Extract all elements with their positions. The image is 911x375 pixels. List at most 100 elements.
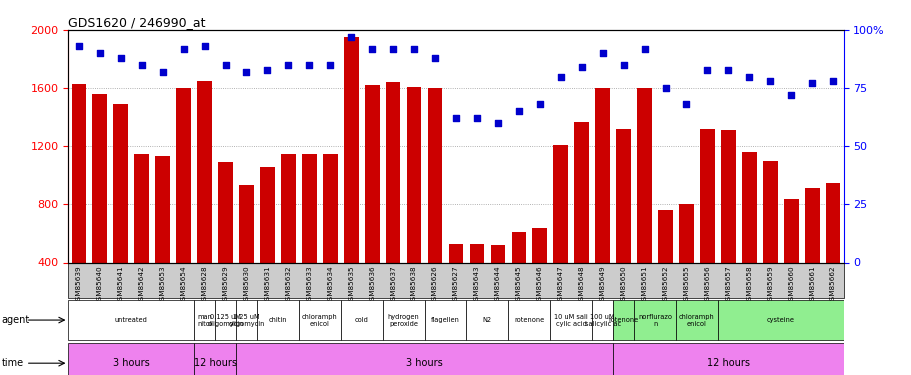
FancyBboxPatch shape — [675, 300, 717, 340]
Bar — [197, 81, 211, 321]
Point — [783, 92, 798, 98]
Bar — [616, 129, 630, 321]
Bar — [637, 88, 651, 321]
Point — [742, 74, 756, 80]
Text: untreated: untreated — [115, 317, 148, 323]
Point — [595, 50, 609, 56]
Bar — [742, 152, 756, 321]
Point — [134, 62, 148, 68]
Text: GDS1620 / 246990_at: GDS1620 / 246990_at — [68, 16, 206, 29]
Bar — [511, 232, 526, 321]
Point — [364, 46, 379, 52]
FancyBboxPatch shape — [612, 300, 633, 340]
Text: man
nitol: man nitol — [197, 314, 211, 327]
Text: 100 uM
salicylic ac: 100 uM salicylic ac — [584, 314, 620, 327]
Point — [825, 78, 840, 84]
Bar — [134, 153, 148, 321]
Point — [804, 81, 819, 87]
FancyBboxPatch shape — [633, 300, 675, 340]
Bar — [700, 129, 714, 321]
FancyBboxPatch shape — [612, 343, 843, 375]
Point — [532, 101, 547, 107]
Bar — [448, 244, 463, 321]
Point — [469, 116, 484, 122]
Bar — [343, 37, 358, 321]
Point — [71, 43, 86, 49]
Bar — [113, 104, 128, 321]
FancyBboxPatch shape — [507, 300, 549, 340]
Text: hydrogen
peroxide: hydrogen peroxide — [387, 314, 419, 327]
Point — [343, 34, 358, 40]
FancyBboxPatch shape — [591, 300, 612, 340]
Bar — [71, 84, 87, 321]
Bar — [679, 204, 693, 321]
FancyBboxPatch shape — [194, 300, 215, 340]
Text: rotenone: rotenone — [608, 317, 638, 323]
Bar — [218, 162, 232, 321]
Bar — [260, 166, 274, 321]
Text: cold: cold — [354, 317, 368, 323]
Point — [218, 62, 232, 68]
FancyBboxPatch shape — [236, 343, 612, 375]
Point — [176, 46, 190, 52]
Bar — [92, 94, 107, 321]
Bar — [155, 156, 169, 321]
Bar — [595, 88, 609, 321]
FancyBboxPatch shape — [68, 300, 194, 340]
Text: 0.125 uM
oligomycin: 0.125 uM oligomycin — [207, 314, 243, 327]
FancyBboxPatch shape — [257, 300, 299, 340]
Bar — [658, 210, 672, 321]
Text: flagellen: flagellen — [431, 317, 459, 323]
Text: agent: agent — [2, 315, 30, 325]
Bar — [239, 186, 253, 321]
FancyBboxPatch shape — [341, 300, 383, 340]
Point — [679, 101, 693, 107]
Point — [260, 66, 274, 72]
Bar — [783, 199, 798, 321]
Bar — [469, 244, 484, 321]
FancyBboxPatch shape — [299, 300, 341, 340]
Point — [281, 62, 295, 68]
Text: 10 uM sali
cylic acid: 10 uM sali cylic acid — [554, 314, 588, 327]
Bar — [281, 153, 295, 321]
Point — [197, 43, 211, 49]
Text: rotenone: rotenone — [514, 317, 544, 323]
Text: N2: N2 — [482, 317, 491, 323]
FancyBboxPatch shape — [383, 300, 425, 340]
Text: 12 hours: 12 hours — [193, 358, 236, 368]
Point — [637, 46, 651, 52]
Bar — [574, 122, 589, 321]
Bar — [364, 85, 379, 321]
Bar — [721, 130, 735, 321]
Text: norflurazo
n: norflurazo n — [638, 314, 671, 327]
Point — [302, 62, 316, 68]
Bar — [427, 88, 442, 321]
FancyBboxPatch shape — [466, 300, 507, 340]
Point — [322, 62, 337, 68]
Bar — [302, 153, 316, 321]
FancyBboxPatch shape — [215, 300, 236, 340]
Bar — [824, 183, 840, 321]
Bar — [553, 145, 568, 321]
Point — [155, 69, 169, 75]
FancyBboxPatch shape — [549, 300, 591, 340]
Bar — [804, 188, 819, 321]
FancyBboxPatch shape — [194, 343, 236, 375]
Point — [427, 55, 442, 61]
Text: 12 hours: 12 hours — [706, 358, 749, 368]
Point — [574, 64, 589, 70]
Text: 3 hours: 3 hours — [113, 358, 149, 368]
Point — [721, 66, 735, 72]
Text: 1.25 uM
oligomycin: 1.25 uM oligomycin — [228, 314, 264, 327]
Point — [658, 85, 672, 91]
Point — [448, 116, 463, 122]
Text: time: time — [2, 358, 24, 368]
Point — [113, 55, 128, 61]
Point — [239, 69, 253, 75]
Point — [700, 66, 714, 72]
Bar — [406, 87, 421, 321]
Bar — [763, 161, 777, 321]
Bar — [322, 153, 337, 321]
FancyBboxPatch shape — [717, 300, 843, 340]
FancyBboxPatch shape — [425, 300, 466, 340]
